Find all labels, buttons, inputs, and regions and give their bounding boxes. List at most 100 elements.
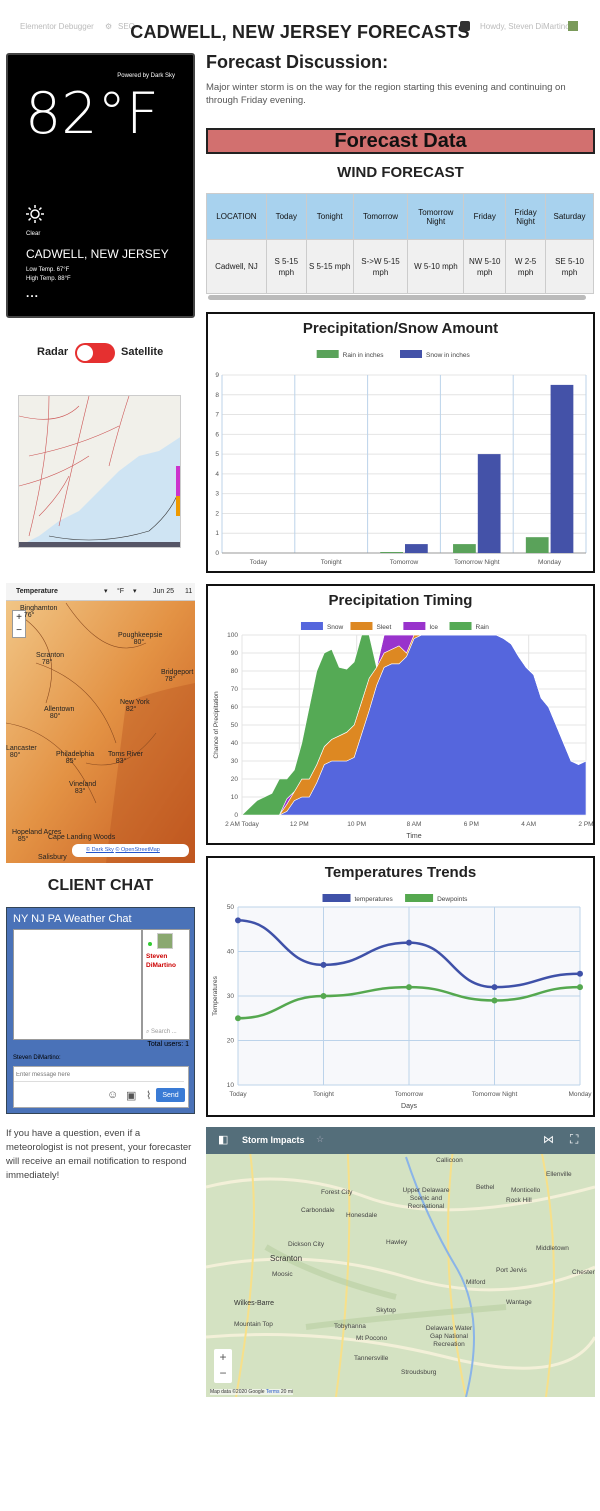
table-header-row: LOCATION Today Tonight Tomorrow Tomorrow… xyxy=(206,193,594,240)
chat-user-name[interactable]: Steven DiMartino xyxy=(146,953,176,969)
admin-item-howdy[interactable]: Howdy, Steven DiMartino xyxy=(480,22,570,31)
map-place-label: Mt Pocono xyxy=(356,1335,388,1342)
y-tick-label: 10 xyxy=(231,794,239,801)
toggle-knob[interactable] xyxy=(77,345,93,361)
table-row: Cadwell, NJ S 5-15 mph S 5-15 mph S->W 5… xyxy=(206,239,594,294)
zoom-out-button[interactable]: − xyxy=(219,1366,227,1380)
city-label: Salisbury xyxy=(38,854,67,861)
osm-link[interactable]: © OpenStreetMap xyxy=(115,847,160,853)
zoom-in-button[interactable]: + xyxy=(219,1350,227,1364)
darksky-link[interactable]: © Dark Sky xyxy=(86,847,114,853)
bar xyxy=(550,384,574,553)
precipitation-timing-plot: Snow Sleet Ice Rain 0 10 20 30 40 50 60 70 80 90 100 2 … xyxy=(213,622,593,840)
map-place-label: Tannersville xyxy=(354,1355,389,1362)
bar xyxy=(405,544,428,553)
terms-link[interactable]: Terms xyxy=(265,1389,280,1395)
sidebar-toggle-icon[interactable]: ◧ xyxy=(218,1134,229,1146)
y-tick-label: 7 xyxy=(215,412,219,419)
radar-label: Radar xyxy=(37,346,69,358)
admin-item-debugger[interactable]: Elementor Debugger xyxy=(20,22,94,31)
legend-swatch xyxy=(316,350,339,358)
city-label: Scranton 78° xyxy=(36,652,65,666)
info-icon[interactable]: i xyxy=(182,843,185,853)
x-tick-label: Tomorrow Night xyxy=(472,1091,518,1098)
more-button[interactable]: ... xyxy=(26,286,40,300)
y-tick-label: 4 xyxy=(215,471,219,478)
y-tick-label: 80 xyxy=(231,668,239,675)
page-title: CADWELL, NEW JERSEY FORECASTS xyxy=(130,22,470,42)
chevron-down-icon[interactable]: ▾ xyxy=(104,588,108,595)
total-users: Total users: 1 xyxy=(147,1041,189,1048)
chat-compose: ☺ ▣ ⌇ Send xyxy=(13,1066,189,1108)
hour-select[interactable]: 11 xyxy=(185,588,193,595)
table-cell: S 5-15 mph xyxy=(305,239,354,294)
y-tick-label: 2 xyxy=(215,510,219,517)
legend-label: Ice xyxy=(429,624,438,631)
map-title: Storm Impacts xyxy=(242,1135,305,1145)
map-place-label: Ellenville xyxy=(546,1171,572,1178)
map-place-label: Delaware Water Gap National Recreation xyxy=(425,1325,473,1348)
powered-by[interactable]: Powered by Dark Sky xyxy=(117,73,175,79)
zoom-out-button[interactable]: − xyxy=(16,625,22,636)
city-label: Lancaster 80° xyxy=(6,745,37,759)
zoom-in-button[interactable]: + xyxy=(16,612,22,623)
map-place-label: Tobyhanna xyxy=(334,1323,366,1330)
map-place-label: Carbondale xyxy=(301,1207,335,1214)
star-icon[interactable]: ☆ xyxy=(316,1134,325,1144)
x-tick-label: 2 AM Today xyxy=(225,821,260,828)
client-chat-title: CLIENT CHAT xyxy=(47,877,154,894)
gear-icon[interactable]: ⚙ xyxy=(105,22,113,31)
paperclip-icon[interactable]: ⌇ xyxy=(146,1090,152,1102)
table-cell: W 2-5 mph xyxy=(505,239,547,294)
radar-map[interactable] xyxy=(18,395,181,548)
chat-user-list: Steven DiMartino ⌕ Search ... xyxy=(142,929,190,1040)
admin-item-seo[interactable]: SEO xyxy=(118,22,135,31)
chevron-down-icon[interactable]: ▾ xyxy=(133,588,137,595)
user-search-input[interactable]: ⌕ Search ... xyxy=(146,1029,177,1035)
city-label: Vineland 83° xyxy=(69,781,97,795)
temperature-map-image xyxy=(6,583,195,863)
chat-note: If you have a question, even if a meteor… xyxy=(6,1128,192,1181)
date-select[interactable]: Jun 25 xyxy=(153,588,175,595)
send-button[interactable]: Send xyxy=(156,1088,185,1102)
y-tick-label: 40 xyxy=(227,949,235,956)
unit-select[interactable]: °F xyxy=(117,588,125,595)
y-axis-label: Temperatures xyxy=(212,975,219,1015)
horizontal-scrollbar[interactable] xyxy=(208,295,586,300)
x-tick-label: 8 AM xyxy=(407,821,422,828)
emoji-icon[interactable]: ☺ xyxy=(107,1089,119,1101)
map-place-label: Monticello xyxy=(511,1187,541,1194)
legend-label: Snow xyxy=(327,624,344,631)
map-place-label: Port Jervis xyxy=(496,1267,527,1274)
y-tick-label: 70 xyxy=(231,686,239,693)
x-tick-label: Tomorrow Night xyxy=(454,559,500,566)
y-tick-label: 1 xyxy=(215,530,219,537)
condition-text: Clear xyxy=(26,231,41,237)
x-tick-label: Today xyxy=(250,559,268,566)
table-cell: S 5-15 mph xyxy=(265,239,307,294)
storm-impacts-map[interactable]: ◧ Storm Impacts ☆ ⋈ ⛶ Callicoon Ellenvil… xyxy=(206,1127,595,1397)
fullscreen-icon[interactable]: ⛶ xyxy=(570,1132,579,1146)
legend-swatch xyxy=(350,622,373,630)
message-input[interactable] xyxy=(14,1069,184,1082)
wind-forecast-title: WIND FORECAST xyxy=(337,164,464,181)
share-icon[interactable]: ⋈ xyxy=(543,1134,554,1146)
radar-satellite-toggle[interactable] xyxy=(75,343,115,363)
temperature-trends-plot: temperatures Dewpoints 10 20 30 40 50 Today Toni… xyxy=(212,894,592,1110)
comment-icon[interactable] xyxy=(460,21,470,31)
y-tick-label: 40 xyxy=(231,740,239,747)
y-tick-label: 90 xyxy=(231,650,239,657)
chart-title: Precipitation Timing xyxy=(328,592,473,609)
bar xyxy=(380,552,403,553)
city-label: New York 82° xyxy=(120,699,150,713)
layer-select[interactable]: Temperature xyxy=(16,588,58,595)
temperature-map[interactable]: Temperature ▾ °F ▾ Jun 25 11 + − Bingham… xyxy=(6,583,195,863)
y-tick-label: 20 xyxy=(227,1038,235,1045)
legend-label: temperatures xyxy=(355,896,394,903)
bar xyxy=(477,454,501,553)
camera-icon[interactable]: ▣ xyxy=(126,1090,137,1102)
x-tick-label: 2 PM xyxy=(578,821,593,828)
avatar[interactable] xyxy=(568,21,578,31)
discussion-title: Forecast Discussion: xyxy=(206,52,389,72)
chat-messages[interactable] xyxy=(13,929,142,1040)
